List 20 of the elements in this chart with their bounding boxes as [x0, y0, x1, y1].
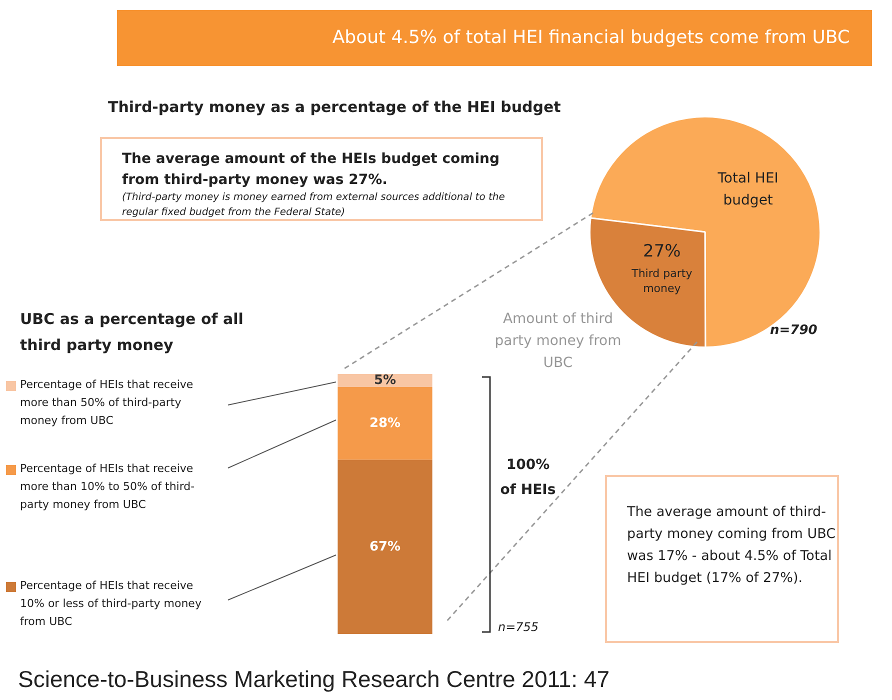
data-label: 27% [643, 242, 681, 262]
text: Third-party money as a percentage of the HEI budget [108, 98, 561, 116]
text: Amount of third party money from UBC [494, 310, 622, 373]
text: n=755 [498, 620, 539, 634]
slice-label: Third party money [630, 267, 693, 296]
text: Science-to-Business Marketing Research Centre 2011: 47 [18, 666, 610, 693]
slice-label: Total HEI budget [716, 170, 778, 208]
data-label: 67% [369, 539, 401, 554]
legend-label: Percentage of HEIs that receive 10% or less of third-party money from UBC [20, 578, 202, 630]
legend-label: Percentage of HEIs that receive more than 50% of third-party money from UBC [20, 377, 194, 429]
data-label: 28% [369, 416, 401, 431]
legend-label: Percentage of HEIs that receive more than 10% to 50% of third-party money from UBC [20, 461, 196, 513]
text: The average amount of third-party money coming from UBC was 17% - about 4.5% of Total HEI budget (17% of 27%). [605, 475, 839, 643]
text: (Third-party money is money earned from external sources additional to the regular fixed budget from the Federal State) [122, 191, 506, 220]
text: The average amount of the HEIs budget coming from third-party money was 27%. [122, 151, 500, 188]
text: n=790 [770, 323, 818, 338]
chart-title: About 4.5% of total HEI financial budgets come from UBC [117, 10, 872, 66]
legend-title: UBC as a percentage of all third party money [20, 309, 244, 356]
data-label: 5% [374, 372, 396, 388]
text: 100% of HEIs [499, 456, 557, 500]
